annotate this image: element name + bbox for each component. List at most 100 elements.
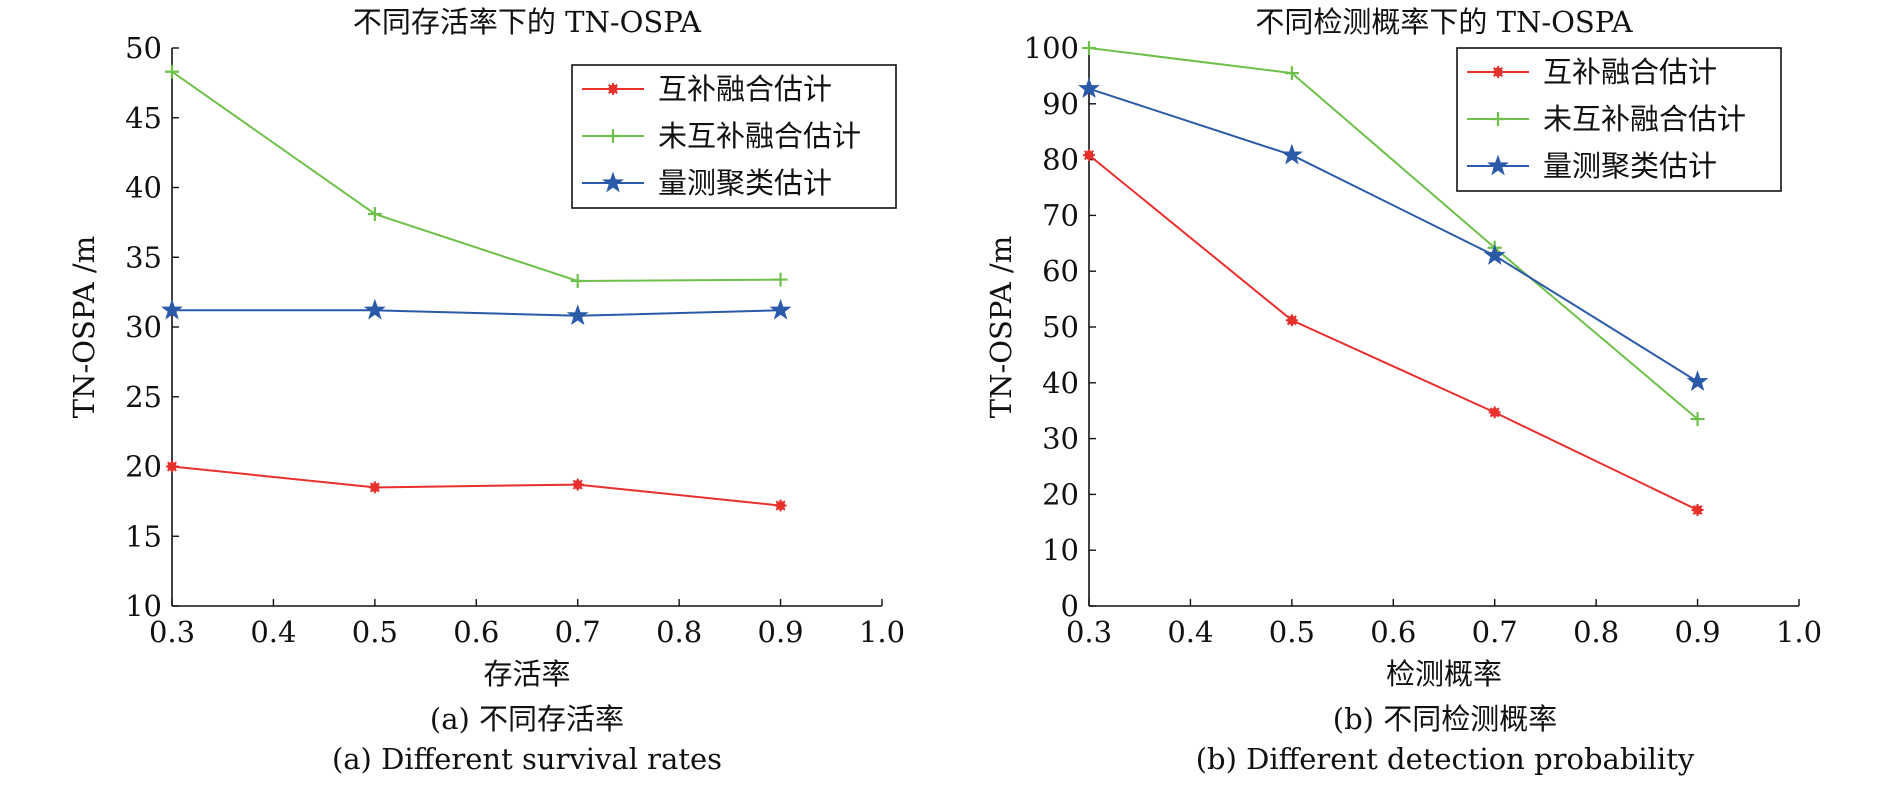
caption-b-cn: (b) 不同检测概率 [1332, 702, 1558, 736]
data-point [566, 304, 589, 326]
x-axis-label: 存活率 [483, 657, 570, 691]
x-tick-label: 1.0 [1776, 615, 1822, 649]
x-tick-label: 0.8 [656, 615, 702, 649]
y-tick-label: 50 [1042, 310, 1079, 344]
legend-entry: 量测聚类估计 [582, 166, 832, 200]
y-axis-label: TN-OSPA /m [67, 236, 101, 418]
y-tick-label: 40 [125, 171, 162, 205]
data-point [1488, 406, 1501, 419]
x-tick-label: 0.3 [1066, 615, 1112, 649]
data-point [774, 499, 787, 512]
x-axis-label: 检测概率 [1386, 657, 1502, 691]
x-tick-label: 0.6 [1370, 615, 1416, 649]
data-point [1284, 66, 1299, 81]
data-point [363, 298, 386, 320]
data-point [1285, 314, 1298, 327]
y-tick-label: 60 [1042, 254, 1079, 288]
data-point [1082, 41, 1096, 55]
data-point [368, 481, 381, 494]
y-tick-label: 80 [1042, 143, 1079, 177]
y-tick-label: 20 [125, 450, 162, 484]
y-tick-label: 30 [1042, 422, 1079, 456]
legend-entry: 未互补融合估计 [1467, 102, 1746, 136]
x-tick-label: 0.4 [250, 615, 296, 649]
data-point [1083, 149, 1095, 162]
legend-label: 未互补融合估计 [658, 119, 861, 153]
x-tick-label: 1.0 [859, 615, 905, 649]
series-star [1078, 77, 1709, 392]
legend-marker [606, 129, 620, 143]
x-tick-label: 0.7 [555, 615, 601, 649]
y-tick-label: 100 [1024, 31, 1079, 65]
y-tick-label: 0 [1061, 589, 1079, 623]
y-tick-label: 10 [1042, 533, 1079, 567]
y-tick-label: 90 [1042, 87, 1079, 121]
data-point [161, 298, 183, 320]
series-asterisk [166, 460, 787, 512]
y-tick-label: 45 [125, 101, 162, 135]
y-axis-label: TN-OSPA /m [984, 236, 1018, 418]
series-line [1088, 154, 1699, 511]
data-point [165, 64, 179, 79]
data-point [1691, 504, 1704, 517]
legend-marker [1491, 112, 1505, 126]
x-tick-label: 0.7 [1472, 615, 1518, 649]
data-point [571, 478, 584, 491]
y-tick-label: 20 [1042, 477, 1079, 511]
x-tick-label: 0.5 [352, 615, 398, 649]
legend-label: 互补融合估计 [658, 72, 832, 106]
legend-label: 量测聚类估计 [658, 166, 832, 200]
series-star [161, 298, 792, 326]
y-tick-label: 35 [125, 240, 162, 274]
y-tick-label: 50 [125, 31, 162, 65]
y-tick-label: 30 [125, 310, 162, 344]
data-point [1686, 370, 1709, 392]
legend-marker [1487, 154, 1509, 176]
legend-entry: 未互补融合估计 [582, 119, 861, 153]
legend-marker [602, 171, 624, 193]
data-point [1078, 77, 1100, 99]
x-tick-label: 0.6 [453, 615, 499, 649]
data-point [1483, 244, 1506, 265]
chart-title: 不同存活率下的 TN-OSPA [353, 5, 702, 39]
x-tick-label: 0.4 [1167, 615, 1213, 649]
data-point [570, 273, 585, 288]
chart-title: 不同检测概率下的 TN-OSPA [1255, 5, 1633, 39]
data-point [367, 207, 382, 222]
y-tick-label: 15 [125, 519, 162, 553]
series-line [1088, 87, 1699, 383]
series-line [172, 309, 781, 317]
legend-label: 量测聚类估计 [1543, 149, 1717, 183]
legend-entry: 互补融合估计 [582, 72, 832, 106]
y-tick-label: 10 [125, 589, 162, 623]
series-line [1088, 47, 1699, 420]
series-line [171, 70, 781, 283]
legend-marker [607, 83, 619, 95]
series-asterisk [1083, 149, 1704, 517]
legend-label: 未互补融合估计 [1543, 102, 1746, 136]
legend-entry: 互补融合估计 [1467, 55, 1717, 89]
caption-a-en: (a) Different survival rates [331, 742, 723, 776]
data-point [166, 460, 178, 473]
data-point [773, 272, 788, 287]
legend-label: 互补融合估计 [1543, 55, 1717, 89]
series-plus [1082, 41, 1705, 427]
y-tick-label: 40 [1042, 366, 1079, 400]
x-tick-label: 0.8 [1573, 615, 1619, 649]
y-tick-label: 70 [1042, 198, 1079, 232]
series-line [171, 465, 781, 507]
x-tick-label: 0.5 [1269, 615, 1315, 649]
series-plus [165, 64, 788, 288]
caption-a-cn: (a) 不同存活率 [429, 702, 625, 736]
x-tick-label: 0.9 [758, 615, 804, 649]
legend-marker [1492, 66, 1504, 78]
legend-entry: 量测聚类估计 [1467, 149, 1717, 183]
data-point [1690, 412, 1705, 427]
x-tick-label: 0.3 [149, 615, 195, 649]
y-tick-label: 25 [125, 380, 162, 414]
